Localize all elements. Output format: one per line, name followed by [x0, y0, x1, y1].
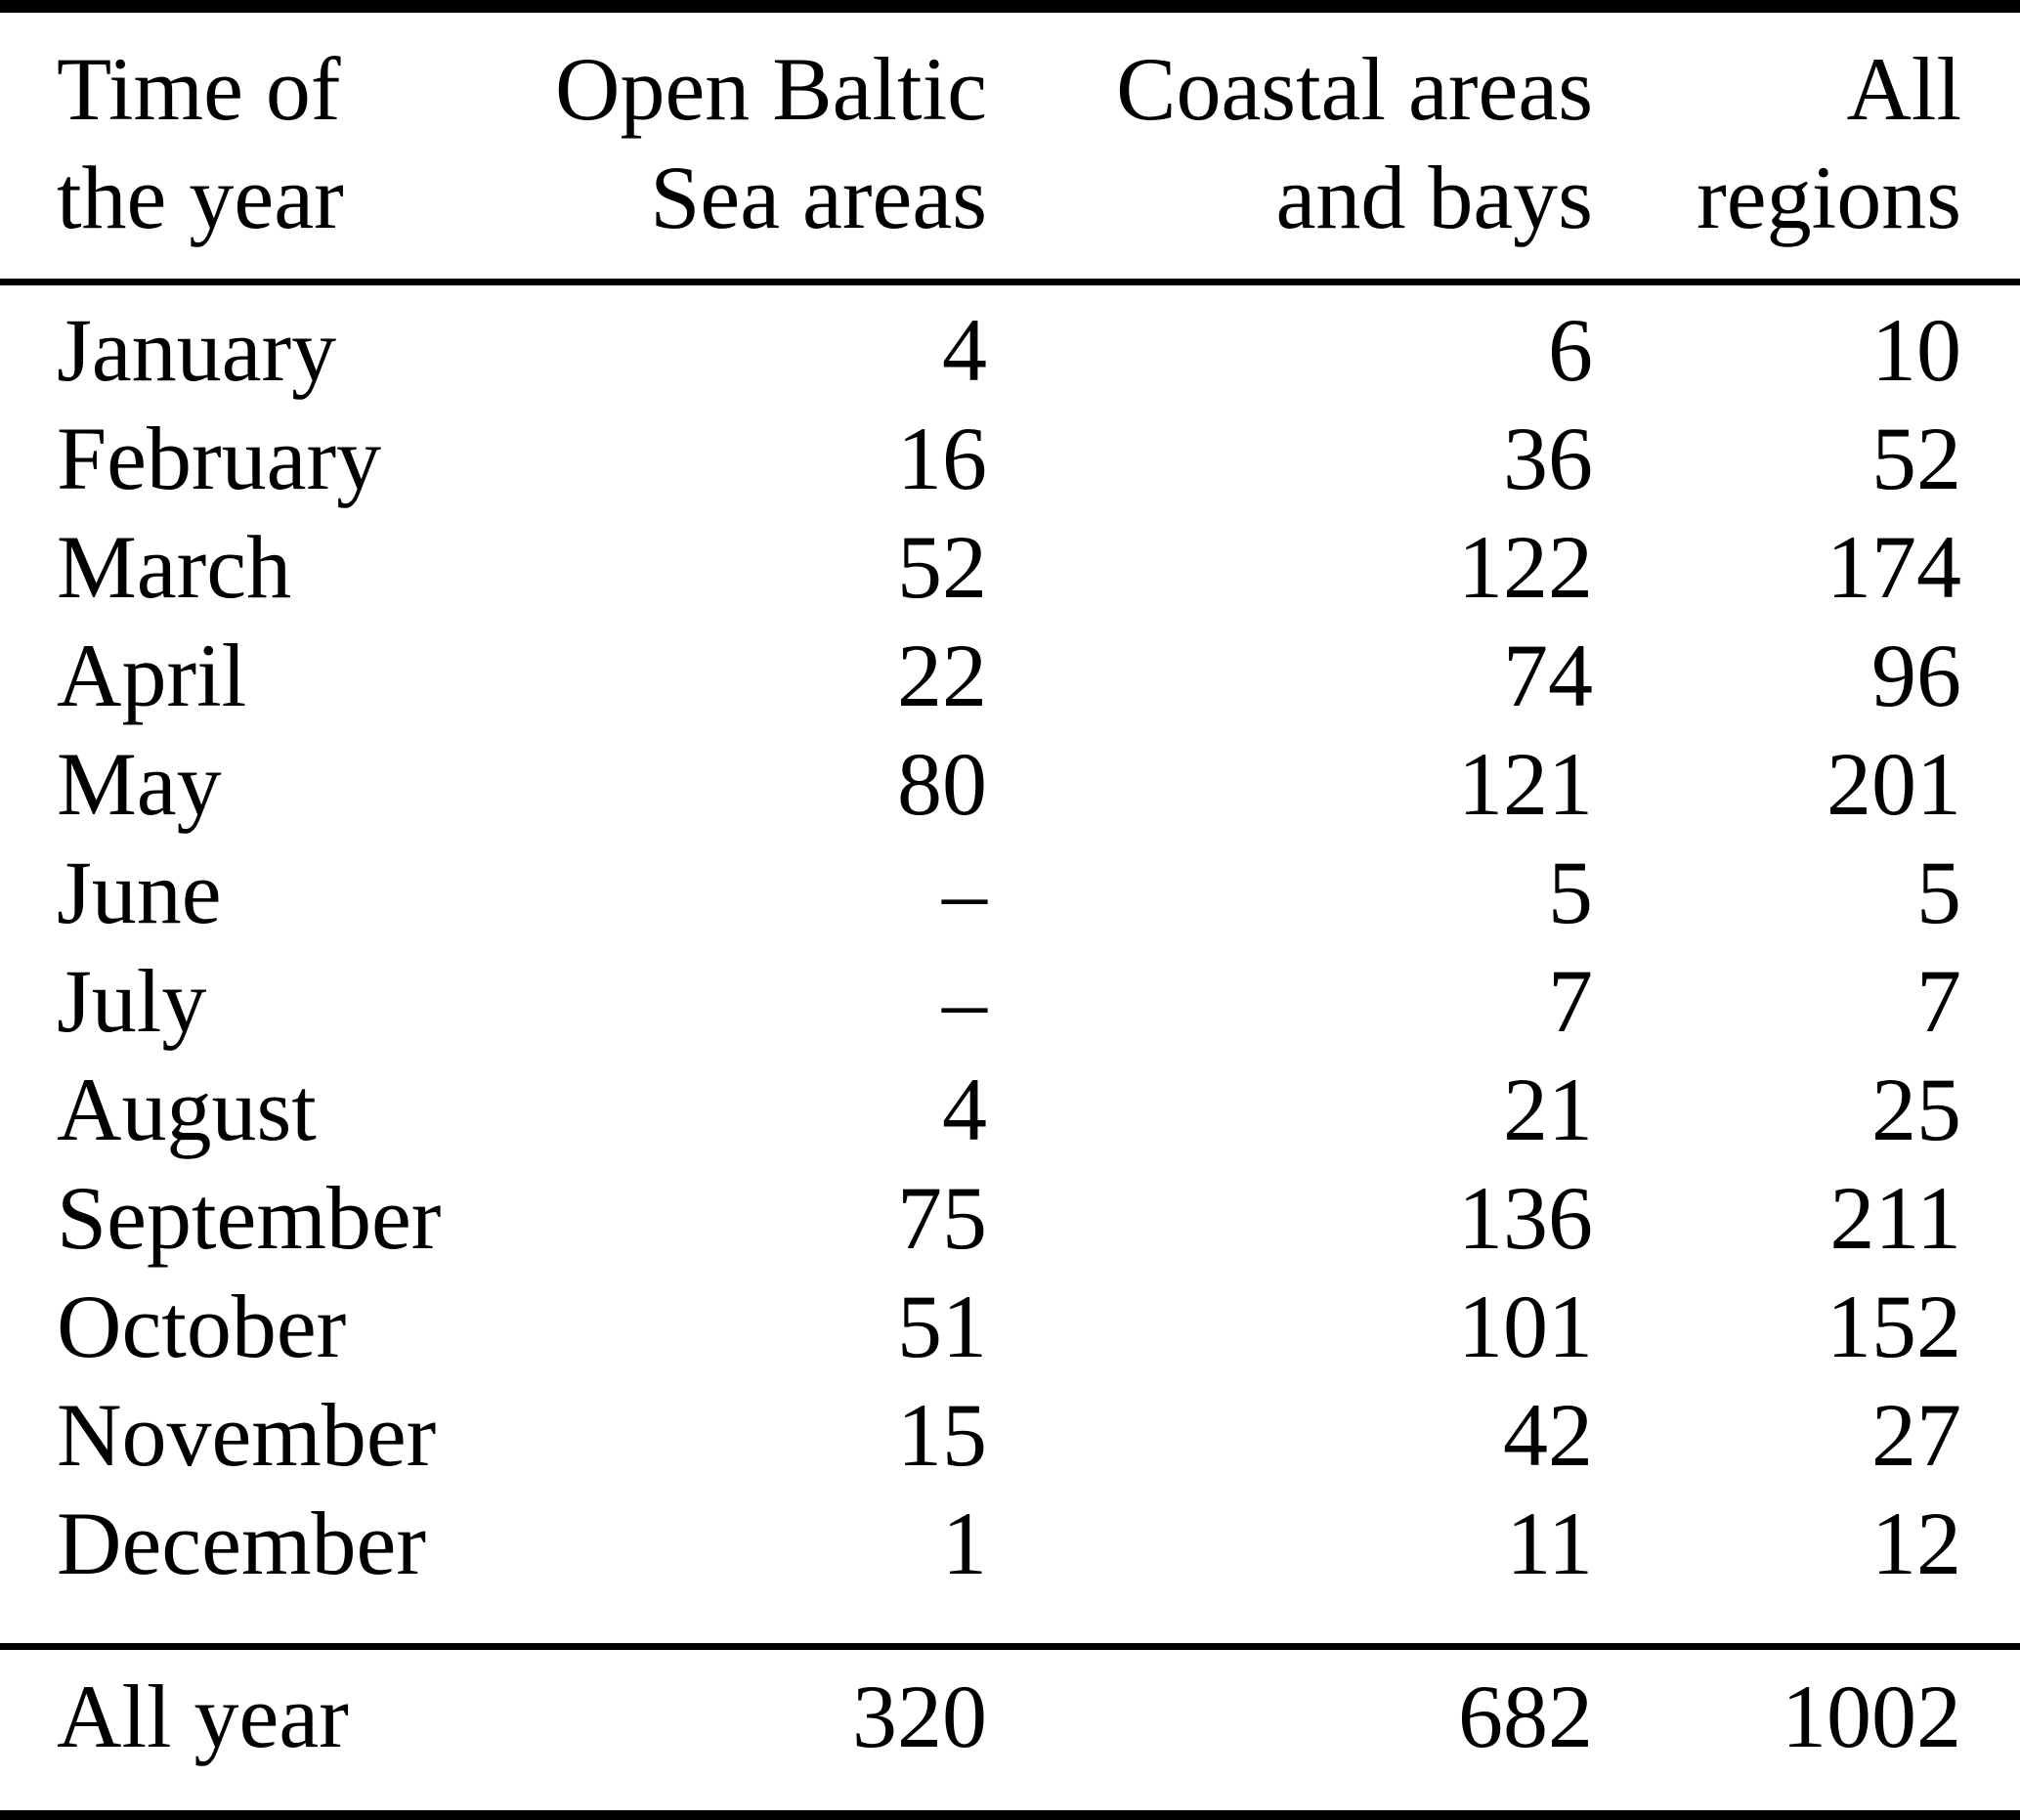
coastal-cell: 36	[1503, 409, 1593, 508]
month-cell: July	[57, 951, 207, 1051]
open-baltic-cell: 15	[897, 1385, 987, 1485]
footer-separator-rule	[0, 1643, 2020, 1650]
coastal-cell: 121	[1458, 734, 1593, 834]
table-header-row: Time of the year Open Baltic Sea areas C…	[0, 13, 2020, 279]
month-cell: February	[57, 409, 382, 508]
all-regions-cell: 96	[1871, 626, 1961, 725]
header-time-of-year: Time of the year	[57, 35, 545, 252]
table-row: October 51 101 152	[57, 1273, 1961, 1381]
table-row: November 15 42 27	[57, 1381, 1961, 1490]
coastal-cell: 74	[1503, 626, 1593, 725]
open-baltic-cell: 80	[897, 734, 987, 834]
all-regions-cell: 5	[1916, 843, 1961, 942]
top-rule	[0, 0, 2020, 13]
header-line: regions	[1697, 148, 1961, 247]
table-row: June – 5 5	[57, 839, 1961, 947]
month-cell: April	[57, 626, 247, 725]
open-baltic-cell: 16	[897, 409, 987, 508]
month-cell: October	[57, 1277, 347, 1376]
table-row: April 22 74 96	[57, 622, 1961, 730]
all-regions-cell: 174	[1827, 517, 1961, 617]
table-row: February 16 36 52	[57, 405, 1961, 513]
table-row: January 4 6 10	[57, 296, 1961, 405]
table-body: January 4 6 10 February 16 36 52 March 52 122 174 Ap…	[0, 285, 2020, 1643]
header-line: Open Baltic	[555, 39, 987, 139]
open-baltic-cell: –	[942, 951, 987, 1051]
month-cell: September	[57, 1168, 442, 1268]
all-regions-cell: 7	[1916, 951, 1961, 1051]
table-row: December 1 11 12	[57, 1490, 1961, 1598]
header-open-baltic: Open Baltic Sea areas	[545, 35, 987, 252]
month-cell: January	[57, 300, 337, 400]
all-regions-cell: 52	[1871, 409, 1961, 508]
month-cell: June	[57, 843, 222, 942]
open-baltic-cell: 75	[897, 1168, 987, 1268]
month-cell: August	[57, 1060, 317, 1159]
open-baltic-cell: 22	[897, 626, 987, 725]
open-baltic-cell: 4	[942, 1060, 987, 1159]
total-row: All year 320 682 1002	[0, 1650, 2020, 1810]
month-cell: May	[57, 734, 222, 834]
open-baltic-cell: 52	[897, 517, 987, 617]
all-regions-cell: 25	[1871, 1060, 1961, 1159]
header-line: the year	[57, 148, 344, 247]
all-regions-cell: 10	[1871, 300, 1961, 400]
coastal-cell: 11	[1506, 1494, 1593, 1593]
table-row: July – 7 7	[57, 947, 1961, 1056]
header-line: and bays	[1275, 148, 1593, 247]
month-cell: November	[57, 1385, 437, 1485]
header-line: Time of	[57, 39, 341, 139]
table-row: March 52 122 174	[57, 513, 1961, 622]
open-baltic-cell: 51	[897, 1277, 987, 1376]
coastal-cell: 42	[1503, 1385, 1593, 1485]
all-regions-cell: 201	[1827, 734, 1961, 834]
header-line: Coastal areas	[1116, 39, 1593, 139]
all-regions-cell: 152	[1827, 1277, 1961, 1376]
open-baltic-cell: 1	[942, 1494, 987, 1593]
bottom-rule	[0, 1810, 2020, 1820]
open-baltic-cell: 4	[942, 300, 987, 400]
header-coastal-areas: Coastal areas and bays	[987, 35, 1593, 252]
month-cell: December	[57, 1494, 426, 1593]
all-regions-cell: 211	[1829, 1168, 1961, 1268]
table-row: May 80 121 201	[57, 730, 1961, 839]
all-regions-cell: 27	[1871, 1385, 1961, 1485]
coastal-cell: 5	[1548, 843, 1593, 942]
header-all-regions: All regions	[1593, 35, 1961, 252]
coastal-cell: 122	[1458, 517, 1593, 617]
total-coastal: 682	[1458, 1667, 1593, 1766]
coastal-cell: 7	[1548, 951, 1593, 1051]
header-line: All	[1846, 39, 1961, 139]
total-label: All year	[57, 1667, 349, 1766]
coastal-cell: 101	[1458, 1277, 1593, 1376]
coastal-cell: 136	[1458, 1168, 1593, 1268]
table-row: September 75 136 211	[57, 1164, 1961, 1273]
month-cell: March	[57, 517, 292, 617]
total-all-regions: 1002	[1782, 1667, 1961, 1766]
coastal-cell: 6	[1548, 300, 1593, 400]
coastal-cell: 21	[1503, 1060, 1593, 1159]
header-separator-rule	[0, 279, 2020, 285]
all-regions-cell: 12	[1871, 1494, 1961, 1593]
total-open-baltic: 320	[852, 1667, 987, 1766]
table-row: August 4 21 25	[57, 1056, 1961, 1164]
open-baltic-cell: –	[942, 843, 987, 942]
header-line: Sea areas	[650, 148, 987, 247]
